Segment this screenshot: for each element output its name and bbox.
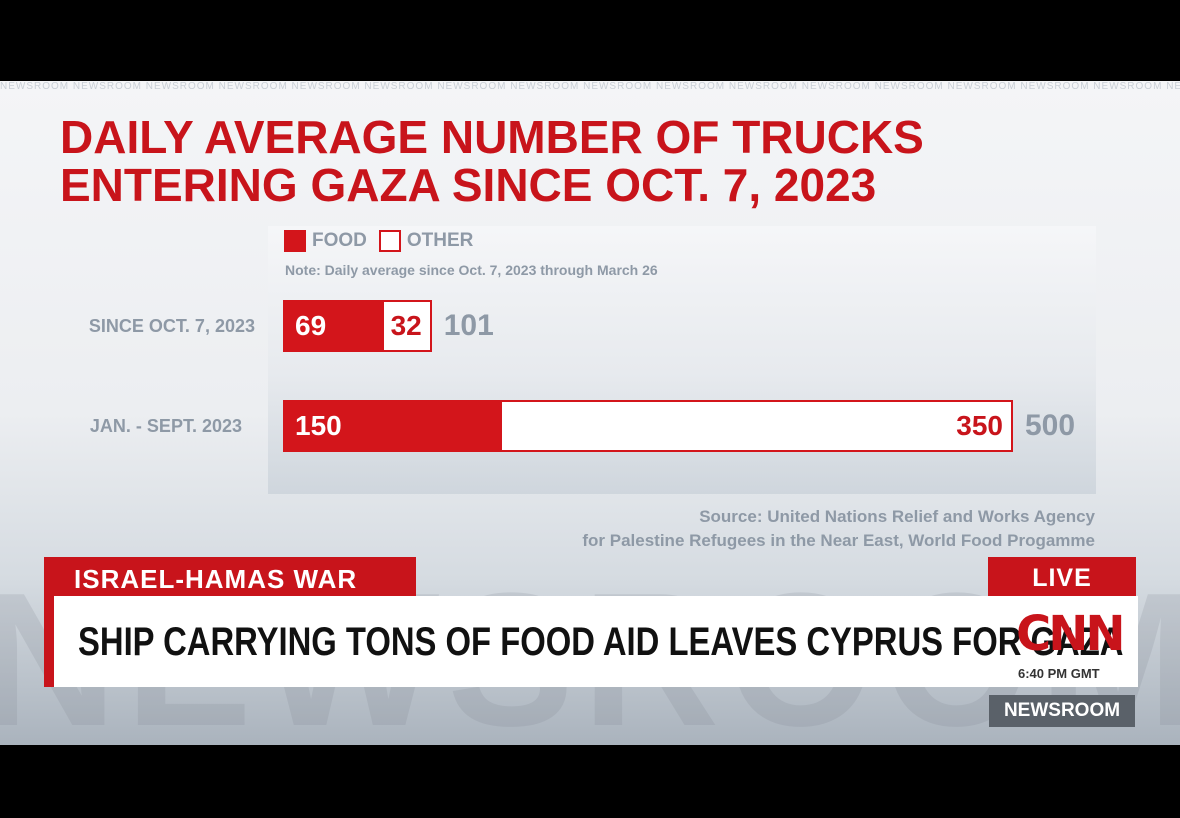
headline-banner: SHIP CARRYING TONS OF FOOD AID LEAVES CY… (44, 596, 1138, 687)
bar-food-0 (283, 300, 384, 352)
story-tag: ISRAEL-HAMAS WAR (44, 557, 416, 601)
legend-swatch-food (284, 230, 306, 252)
category-label-jan-sept: JAN. - SEPT. 2023 (89, 416, 242, 436)
category-label-since-oct: SINCE OCT. 7, 2023 (88, 316, 255, 336)
data-label-food-0: 69 (295, 310, 327, 341)
watermark-strip: NEWSROOM NEWSROOM NEWSROOM NEWSROOM NEWS… (0, 81, 1180, 92)
chart-note: Note: Daily average since Oct. 7, 2023 t… (285, 262, 658, 278)
source-line-2: for Palestine Refugees in the Near East,… (582, 531, 1095, 550)
legend-label-other: OTHER (406, 230, 474, 251)
broadcast-frame: NEWSROOM NEWSROOM NEWSROOM NEWSROOM NEWS… (0, 81, 1180, 745)
bar-other-0 (383, 300, 432, 352)
legend-swatch-other (378, 230, 401, 252)
legend-label-food: FOOD (312, 230, 367, 251)
cnn-logo: CNN (1016, 606, 1126, 662)
data-label-other-0: 32 (390, 310, 422, 341)
show-name-badge: NEWSROOM (989, 695, 1135, 727)
live-badge: LIVE (988, 557, 1136, 599)
data-label-other-1: 350 (956, 410, 1003, 441)
data-label-total-1: 500 (1025, 409, 1076, 442)
source-line-1: Source: United Nations Relief and Works … (699, 507, 1095, 526)
chart-title: DAILY AVERAGE NUMBER OF TRUCKS ENTERING … (60, 111, 924, 211)
source-note: Source: United Nations Relief and Works … (395, 505, 1095, 553)
data-label-food-1: 150 (295, 410, 342, 441)
bar-food-1 (283, 400, 502, 452)
data-label-total-0: 101 (443, 309, 494, 342)
bar-other-1 (502, 400, 1013, 452)
headline-text: SHIP CARRYING TONS OF FOOD AID LEAVES CY… (78, 620, 1124, 664)
chart-legend: FOOD OTHER (284, 229, 473, 253)
clock-time: 6:40 PM GMT (1018, 666, 1100, 681)
